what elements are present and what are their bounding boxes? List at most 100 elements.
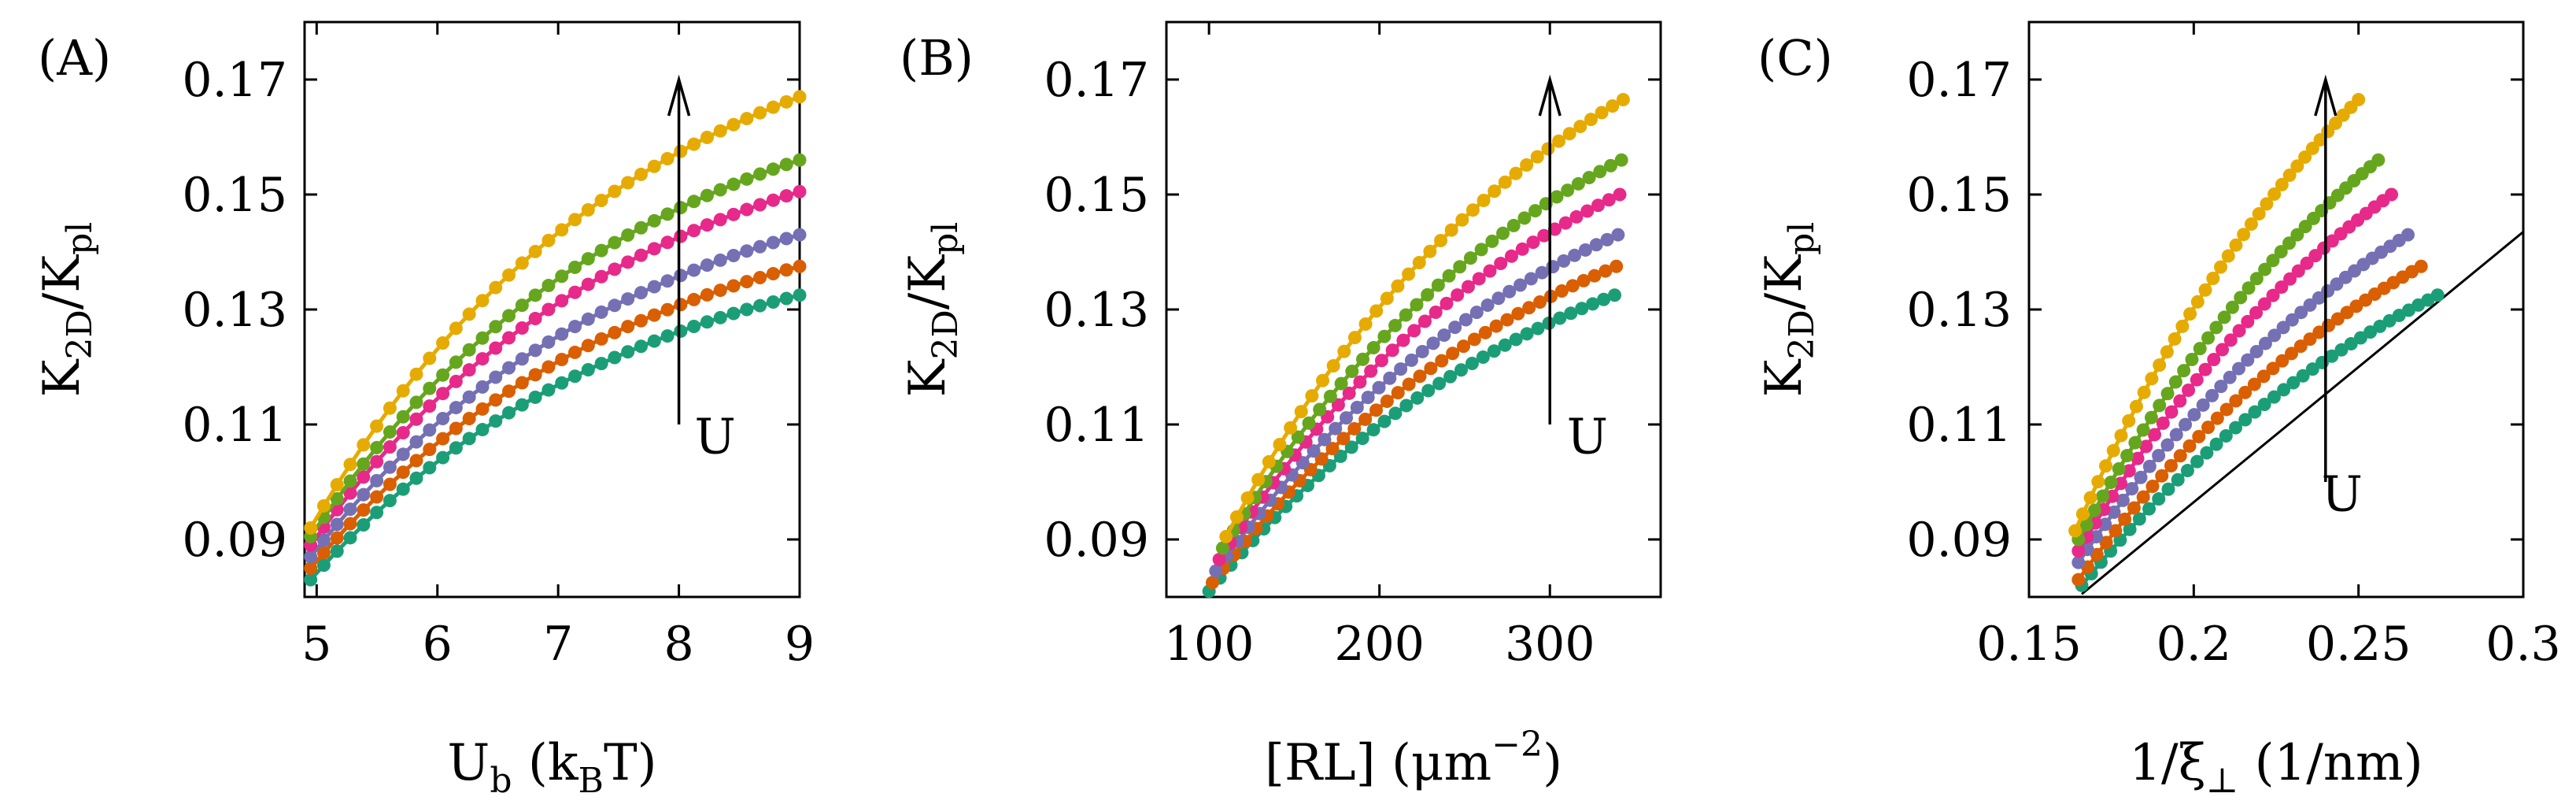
data-point <box>1273 437 1287 451</box>
data-point <box>2087 503 2101 517</box>
data-point <box>1465 203 1480 217</box>
data-point <box>2144 410 2158 424</box>
data-point <box>1334 376 1348 391</box>
data-point <box>2210 411 2224 425</box>
data-point <box>700 218 714 232</box>
data-point <box>2282 169 2297 183</box>
panel-label: (C) <box>1757 29 1833 87</box>
data-point <box>475 294 490 308</box>
data-point <box>316 558 331 573</box>
data-point <box>1388 406 1403 421</box>
y-tick-label: 0.11 <box>182 398 287 453</box>
data-point <box>475 380 490 394</box>
data-point <box>634 313 648 328</box>
data-point <box>2209 321 2223 335</box>
data-point <box>489 320 503 334</box>
data-point <box>608 325 622 339</box>
data-point <box>2238 413 2253 427</box>
data-point <box>449 421 463 436</box>
data-point <box>423 461 437 475</box>
data-point <box>2108 524 2123 538</box>
data-point <box>2201 421 2216 435</box>
data-point <box>1337 344 1351 358</box>
y-tick-label: 0.09 <box>1906 513 2012 568</box>
data-point <box>1340 411 1354 425</box>
data-point <box>2083 491 2097 505</box>
data-point <box>2274 245 2288 259</box>
data-point <box>1568 248 1582 262</box>
data-point <box>383 440 397 454</box>
data-point <box>1530 150 1544 164</box>
data-point <box>436 336 450 350</box>
data-point <box>330 531 344 545</box>
data-point <box>740 302 754 317</box>
data-point <box>304 562 318 575</box>
data-point <box>2155 469 2169 483</box>
data-point <box>396 384 410 398</box>
data-point <box>2205 388 2219 402</box>
data-point <box>2187 408 2201 422</box>
data-point <box>528 343 542 358</box>
y-tick-label: 0.17 <box>1906 53 2012 108</box>
data-point <box>713 183 727 197</box>
data-point <box>1597 292 1611 306</box>
data-point <box>2196 398 2210 412</box>
data-point <box>370 419 384 433</box>
data-point <box>700 131 714 145</box>
data-point <box>528 311 542 325</box>
data-point <box>1606 99 1620 113</box>
data-point <box>594 194 608 208</box>
data-point <box>2183 307 2197 321</box>
data-point <box>1323 389 1337 403</box>
data-point <box>1377 329 1391 343</box>
data-point <box>436 368 450 382</box>
data-point <box>700 188 714 202</box>
data-point <box>2089 530 2103 544</box>
data-point <box>1446 347 1460 361</box>
data-point <box>2216 343 2230 357</box>
data-point <box>475 402 490 416</box>
data-point <box>2185 352 2199 366</box>
data-point <box>674 229 688 243</box>
data-point <box>383 494 397 508</box>
data-point <box>2153 358 2167 372</box>
data-point <box>2267 390 2281 404</box>
data-point <box>2229 421 2243 435</box>
data-point <box>555 327 569 341</box>
data-point <box>1361 391 1375 405</box>
data-point <box>766 100 780 114</box>
data-point <box>423 381 437 395</box>
data-point <box>1537 228 1551 243</box>
x-tick-label: 0.3 <box>2485 617 2560 672</box>
data-point <box>2142 502 2157 516</box>
data-point <box>2072 544 2086 558</box>
data-point <box>2198 283 2212 297</box>
data-point <box>1552 134 1566 148</box>
data-point <box>2237 228 2251 242</box>
data-point <box>594 305 608 319</box>
data-point <box>1402 377 1416 391</box>
data-point <box>2173 394 2187 408</box>
data-point <box>1345 364 1359 378</box>
data-point <box>568 369 582 384</box>
data-point <box>2275 280 2289 295</box>
data-point <box>541 233 556 247</box>
data-point <box>2385 187 2399 202</box>
data-point <box>1374 354 1388 368</box>
data-point <box>740 172 754 186</box>
data-point <box>1504 249 1518 263</box>
arrow-head <box>1538 74 1561 117</box>
data-point <box>2104 476 2118 490</box>
y-tick-label: 0.11 <box>1906 398 2012 453</box>
data-point <box>793 184 807 198</box>
data-point <box>1313 402 1327 417</box>
data-point <box>2145 372 2159 386</box>
data-point <box>1421 384 1436 398</box>
data-point <box>2107 505 2121 519</box>
data-point <box>779 291 793 306</box>
data-point <box>581 312 595 326</box>
data-point <box>660 274 674 288</box>
data-point <box>304 550 318 564</box>
data-point <box>1509 166 1523 180</box>
data-point <box>343 502 357 517</box>
